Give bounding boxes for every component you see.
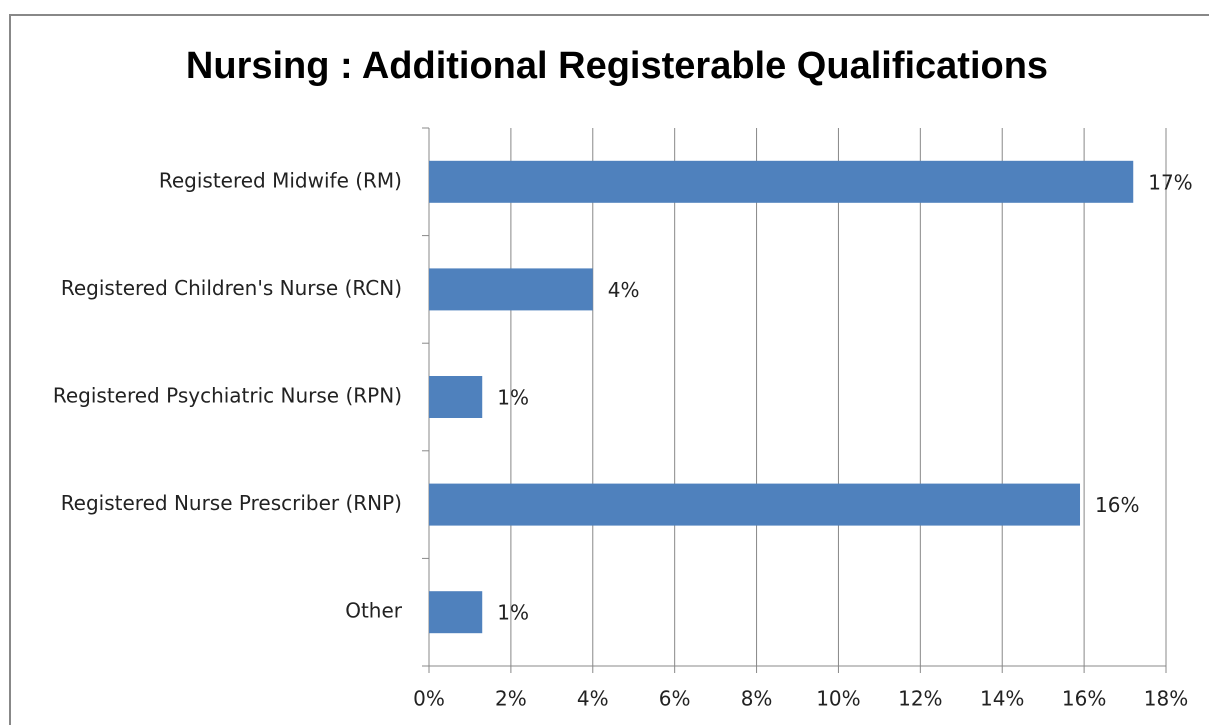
x-tick-label: 16%	[1062, 687, 1106, 711]
y-tick-label: Registered Midwife (RM)	[159, 168, 402, 192]
bar	[429, 591, 483, 634]
chart-title: Nursing : Additional Registerable Qualif…	[186, 45, 1048, 87]
y-tick-label: Other	[345, 599, 403, 623]
x-tick-label: 4%	[577, 687, 609, 711]
value-label: 1%	[497, 601, 529, 625]
bar	[429, 483, 1081, 526]
x-tick-label: 18%	[1144, 687, 1188, 711]
x-tick-label: 14%	[980, 687, 1024, 711]
x-tick-label: 12%	[898, 687, 942, 711]
value-label: 17%	[1148, 170, 1192, 194]
bar	[429, 268, 593, 311]
bar	[429, 376, 483, 418]
value-label: 4%	[608, 278, 640, 302]
value-label: 1%	[497, 386, 529, 410]
chart-frame	[9, 14, 1209, 725]
x-tick-label: 8%	[741, 687, 773, 711]
x-tick-label: 0%	[413, 687, 445, 711]
y-tick-label: Registered Children's Nurse (RCN)	[61, 276, 402, 300]
y-tick-label: Registered Nurse Prescriber (RNP)	[61, 491, 402, 515]
x-tick-label: 10%	[816, 687, 860, 711]
y-tick-label: Registered Psychiatric Nurse (RPN)	[53, 384, 402, 408]
x-tick-label: 6%	[659, 687, 691, 711]
bar	[429, 160, 1134, 203]
x-tick-label: 2%	[495, 687, 527, 711]
value-label: 16%	[1095, 493, 1139, 517]
